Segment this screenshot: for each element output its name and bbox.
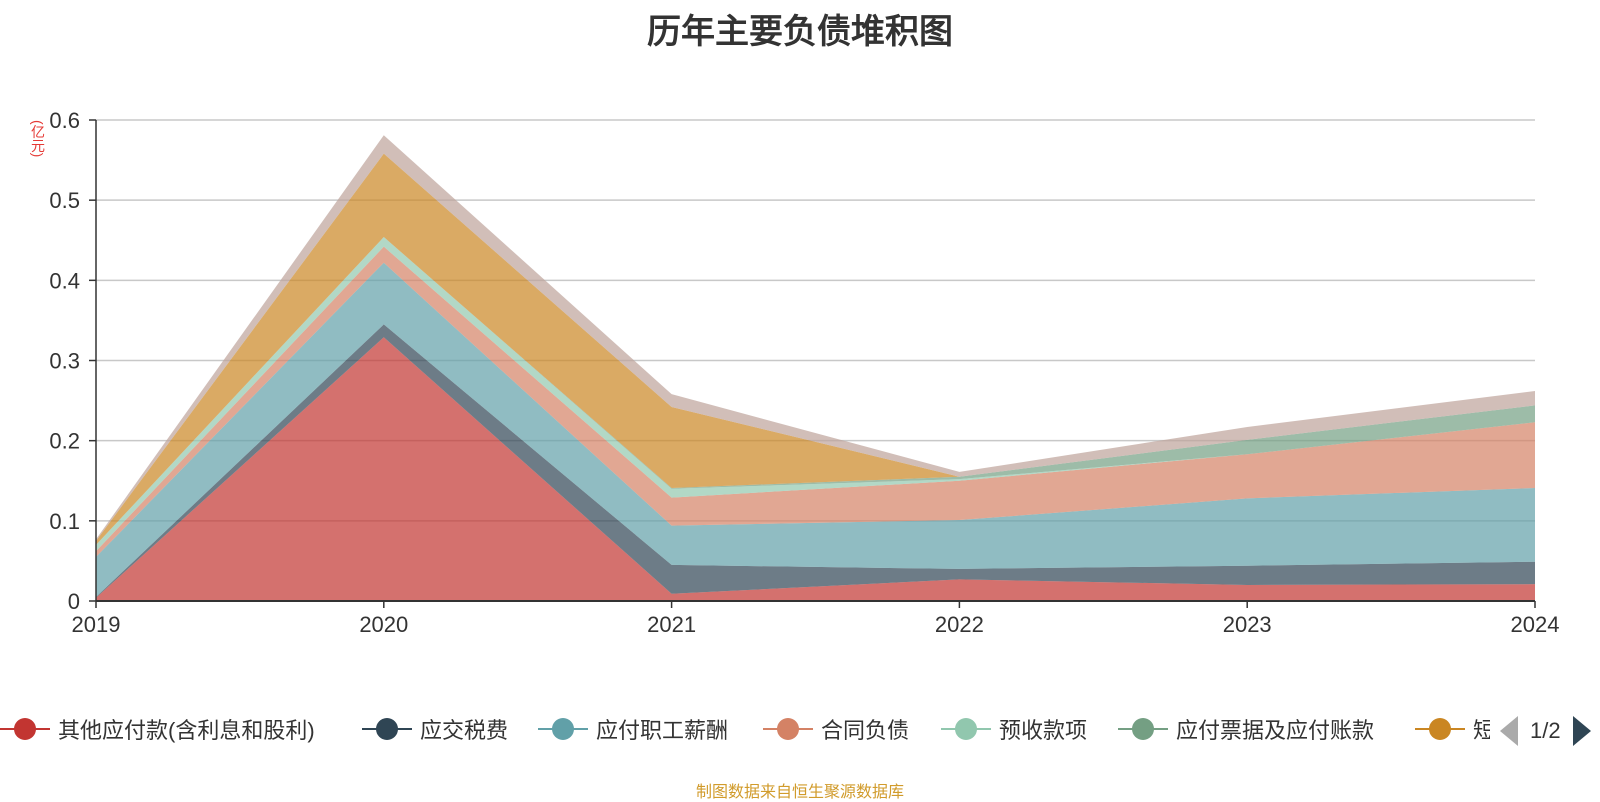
- area-series-5: [96, 237, 1535, 545]
- y-tick-label: 0: [68, 589, 80, 614]
- y-tick-label: 0.1: [49, 509, 80, 534]
- area-series-6: [96, 153, 1535, 545]
- y-tick-label: 0.6: [49, 108, 80, 133]
- area-series-4: [96, 237, 1535, 552]
- x-tick-label: 2020: [359, 612, 408, 637]
- legend-marker-icon: [763, 712, 813, 746]
- legend-next-page-icon[interactable]: [1572, 716, 1591, 746]
- legend-pager: 1/2: [1500, 714, 1591, 748]
- legend-item[interactable]: 合同负债: [763, 712, 909, 746]
- legend-marker-icon: [362, 712, 412, 746]
- legend-prev-page-icon[interactable]: [1500, 716, 1518, 746]
- legend-item[interactable]: 应付票据及应付账款: [1118, 712, 1374, 746]
- y-axis-unit-label: (亿元): [30, 120, 46, 158]
- legend-label: 应交税费: [420, 718, 509, 743]
- x-tick-label: 2022: [935, 612, 984, 637]
- legend-item[interactable]: 应付职工薪酬: [538, 712, 728, 746]
- legend-item[interactable]: 应交税费: [362, 712, 508, 746]
- x-tick-label: 2024: [1511, 612, 1560, 637]
- legend-page-indicator: 1/2: [1530, 718, 1561, 743]
- stacked-area-chart: 0 0.1 0.2 0.3 0.4 0.5 0.6 2019 2020 2021 2022 2023 2…: [49, 108, 1560, 637]
- data-source-note: 制图数据来自恒生聚源数据库: [695, 784, 904, 801]
- legend-label: 其他应付款(含利息和股利): [58, 718, 315, 743]
- legend-label: 预收款项: [999, 718, 1088, 743]
- legend-marker-icon: [1415, 712, 1465, 746]
- y-tick-label: 0.5: [49, 188, 80, 213]
- legend-item[interactable]: 短期借款: [1415, 712, 1490, 746]
- legend-marker-icon: [1118, 712, 1168, 746]
- x-tick-label: 2023: [1223, 612, 1272, 637]
- y-tick-label: 0.4: [49, 268, 80, 293]
- legend-label: 短期借款: [1473, 718, 1490, 743]
- area-series-1: [96, 324, 1535, 598]
- legend-item[interactable]: 预收款项: [941, 712, 1087, 746]
- legend-marker-icon: [538, 712, 588, 746]
- area-series-0: [96, 337, 1535, 601]
- legend-item[interactable]: 其他应付款(含利息和股利): [0, 712, 315, 746]
- x-tick-label: 2021: [647, 612, 696, 637]
- area-series-3: [96, 246, 1535, 557]
- area-series-7: [96, 135, 1535, 541]
- y-tick-label: 0.2: [49, 429, 80, 454]
- chart-legend: 其他应付款(含利息和股利) 应交税费 应付职工薪酬 合同负债 预收款项 应付票据及应付账款…: [0, 712, 1490, 746]
- legend-label: 合同负债: [821, 718, 910, 743]
- legend-marker-icon: [941, 712, 991, 746]
- x-tick-label: 2019: [72, 612, 121, 637]
- area-series-2: [96, 262, 1535, 597]
- legend-label: 应付职工薪酬: [596, 718, 729, 743]
- legend-label: 应付票据及应付账款: [1176, 718, 1375, 743]
- legend-marker-icon: [0, 712, 50, 746]
- y-tick-label: 0.3: [49, 349, 80, 374]
- chart-title: 历年主要负债堆积图: [647, 13, 953, 51]
